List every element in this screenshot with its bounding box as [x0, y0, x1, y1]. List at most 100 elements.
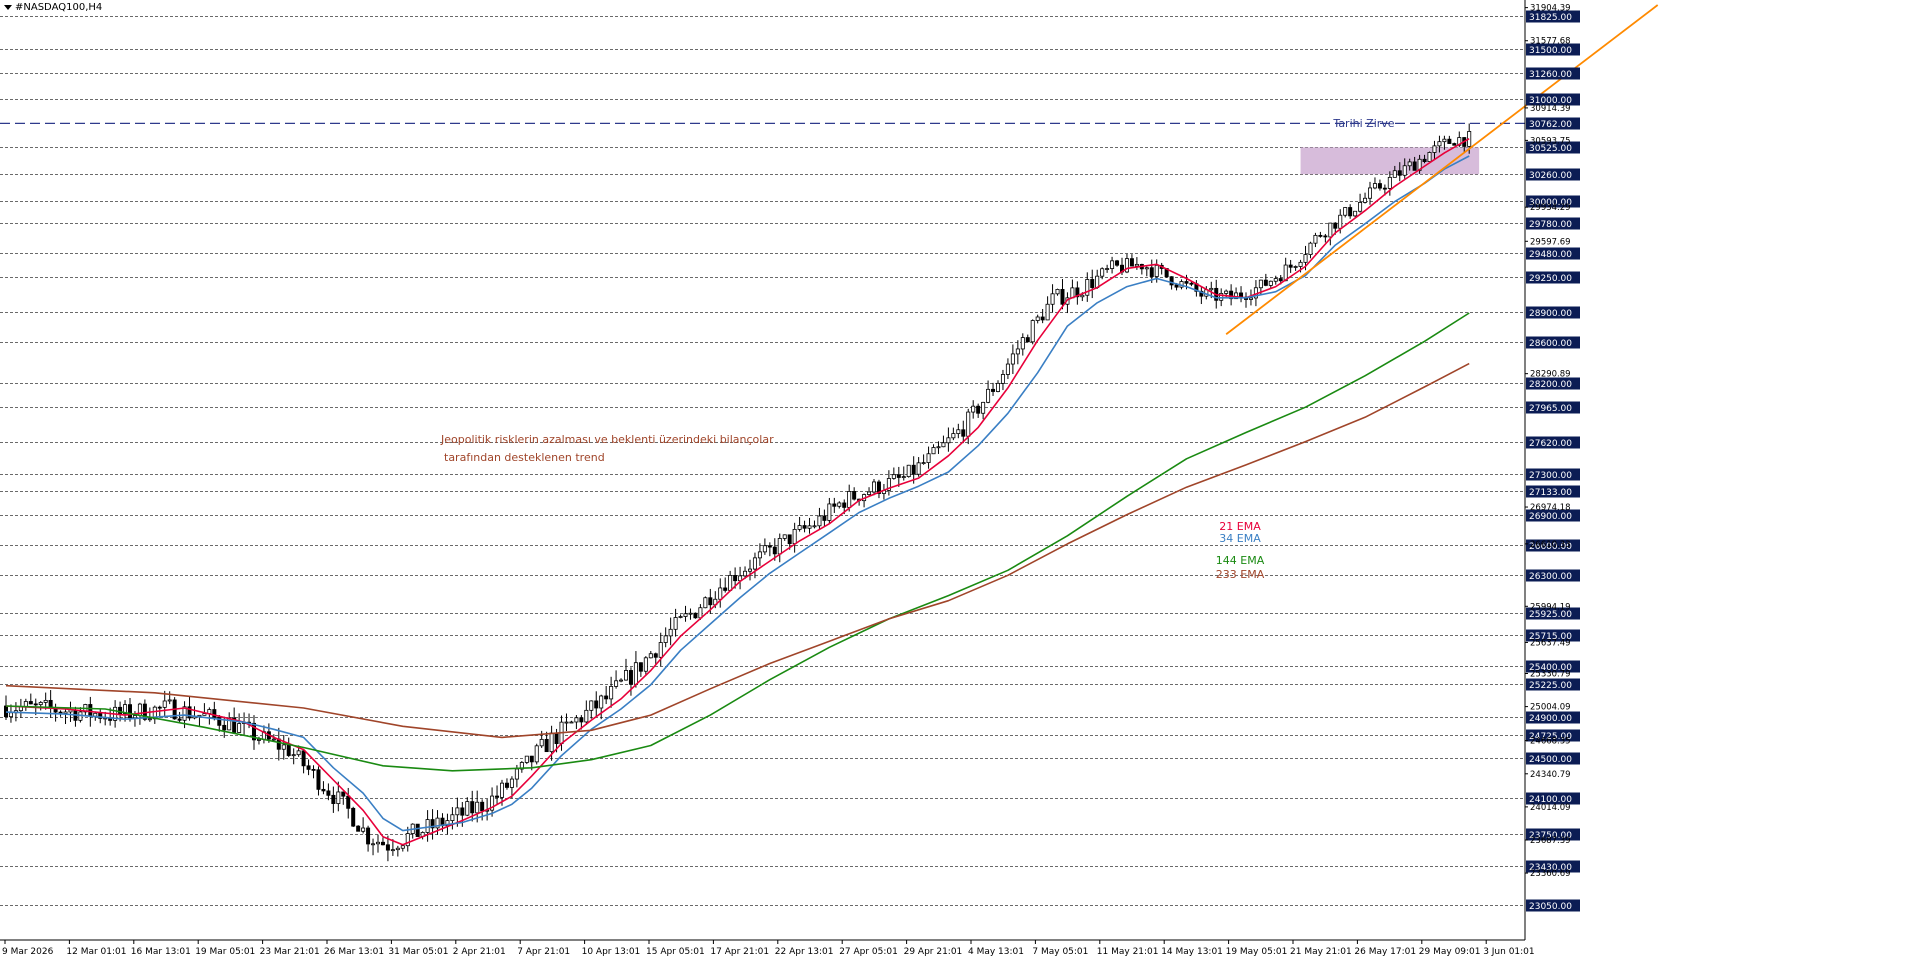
candle-body	[1402, 165, 1407, 176]
candle-body	[1248, 297, 1253, 300]
symbol-title[interactable]: #NASDAQ100,H4	[4, 2, 102, 13]
candle-body	[157, 706, 162, 709]
price-level-label: 31825.00	[1529, 13, 1572, 23]
candle-body	[341, 791, 346, 797]
candle-body	[1427, 152, 1432, 162]
candle-body	[529, 755, 534, 763]
time-tick-label: 19 Mar 05:01	[195, 947, 255, 957]
candle-body	[470, 801, 475, 814]
price-level-label: 28200.00	[1529, 380, 1572, 390]
candle-body	[678, 616, 683, 618]
candle-body	[1035, 316, 1040, 321]
price-level-badge	[1526, 899, 1580, 912]
candle-body	[1110, 260, 1115, 269]
candle-body	[743, 570, 748, 577]
candle-body	[976, 405, 981, 414]
price-level-badge	[1526, 401, 1580, 414]
candle-body	[1452, 143, 1457, 146]
price-level-label: 31000.00	[1529, 96, 1572, 106]
candle-body	[118, 706, 123, 715]
candle-body	[1189, 282, 1194, 285]
candle-body	[142, 703, 147, 720]
candle-body	[371, 843, 376, 846]
legend-34-ema: 34 EMA	[1219, 532, 1261, 545]
time-tick-label: 27 Apr 05:01	[839, 947, 898, 957]
price-level-label: 26900.00	[1529, 512, 1572, 522]
candle-body	[1263, 279, 1268, 286]
candle-body	[395, 847, 400, 851]
candle-body	[177, 718, 182, 721]
candle-body	[405, 833, 410, 847]
candle-body	[1184, 281, 1189, 284]
candle-body	[361, 827, 366, 832]
candle-body	[460, 807, 465, 816]
candle-body	[306, 765, 311, 770]
candle-body	[643, 657, 648, 672]
time-tick-label: 3 Jun 01:01	[1483, 947, 1534, 957]
price-level-label: 29250.00	[1529, 274, 1572, 284]
candle-body	[43, 699, 48, 703]
price-level-badge	[1526, 792, 1580, 805]
candle-body	[202, 713, 207, 716]
candle-body	[291, 754, 296, 757]
candle-body	[718, 587, 723, 600]
candle-body	[896, 474, 901, 478]
price-level-badge	[1526, 10, 1580, 23]
candle-body	[281, 744, 286, 750]
candle-body	[475, 801, 480, 814]
grid-lines	[0, 16, 1525, 906]
candle-body	[1288, 264, 1293, 268]
candle-body	[619, 679, 624, 682]
time-tick-label: 19 May 05:01	[1226, 947, 1288, 957]
candle-body	[1372, 183, 1377, 189]
candle-body	[1377, 183, 1382, 189]
price-level-badge	[1526, 860, 1580, 873]
price-level-label: 25400.00	[1529, 663, 1572, 673]
candle-body	[1368, 187, 1373, 199]
candle-body	[1268, 280, 1273, 286]
candle-body	[455, 807, 460, 816]
price-tick-label: 24014.09	[1530, 803, 1571, 813]
trendline-line	[1225, 4, 1659, 335]
price-tick-label: 26974.18	[1530, 503, 1571, 513]
candle-body	[132, 715, 137, 719]
candle-body	[33, 703, 38, 706]
price-level-badge	[1526, 569, 1580, 582]
candle-body	[534, 745, 539, 763]
candle-body	[1313, 234, 1318, 244]
consolidation-zone-box	[1300, 147, 1480, 175]
candle-body	[1278, 278, 1283, 282]
candle-body	[1348, 207, 1353, 217]
candle-body	[876, 481, 881, 494]
price-level-badge	[1526, 217, 1580, 230]
candle-body	[1124, 258, 1129, 273]
candle-body	[648, 653, 653, 659]
candle-body	[539, 738, 544, 747]
candle-body	[1129, 258, 1134, 267]
candle-body	[1144, 267, 1149, 270]
candle-body	[916, 462, 921, 475]
candle-body	[1447, 138, 1452, 144]
candle-body	[708, 597, 713, 606]
candle-body	[638, 662, 643, 672]
candle-body	[624, 670, 629, 681]
dropdown-triangle-icon[interactable]	[4, 4, 12, 10]
candle-body	[232, 717, 237, 733]
candle-body	[1437, 141, 1442, 147]
time-tick-label: 31 Mar 05:01	[388, 947, 448, 957]
candle-body	[1382, 187, 1387, 190]
ema-144-line	[5, 312, 1470, 772]
candle-body	[1209, 287, 1214, 291]
candle-body	[1358, 201, 1363, 212]
candle-body	[301, 750, 306, 767]
time-tick-label: 4 May 13:01	[968, 947, 1024, 957]
candle-body	[847, 491, 852, 508]
candle-body	[1085, 279, 1090, 296]
candle-body	[256, 739, 261, 741]
ema-34-line	[5, 155, 1470, 832]
price-level-badge	[1526, 436, 1580, 449]
candle-body	[891, 474, 896, 479]
candle-body	[1412, 161, 1417, 171]
candle-body	[499, 782, 504, 798]
